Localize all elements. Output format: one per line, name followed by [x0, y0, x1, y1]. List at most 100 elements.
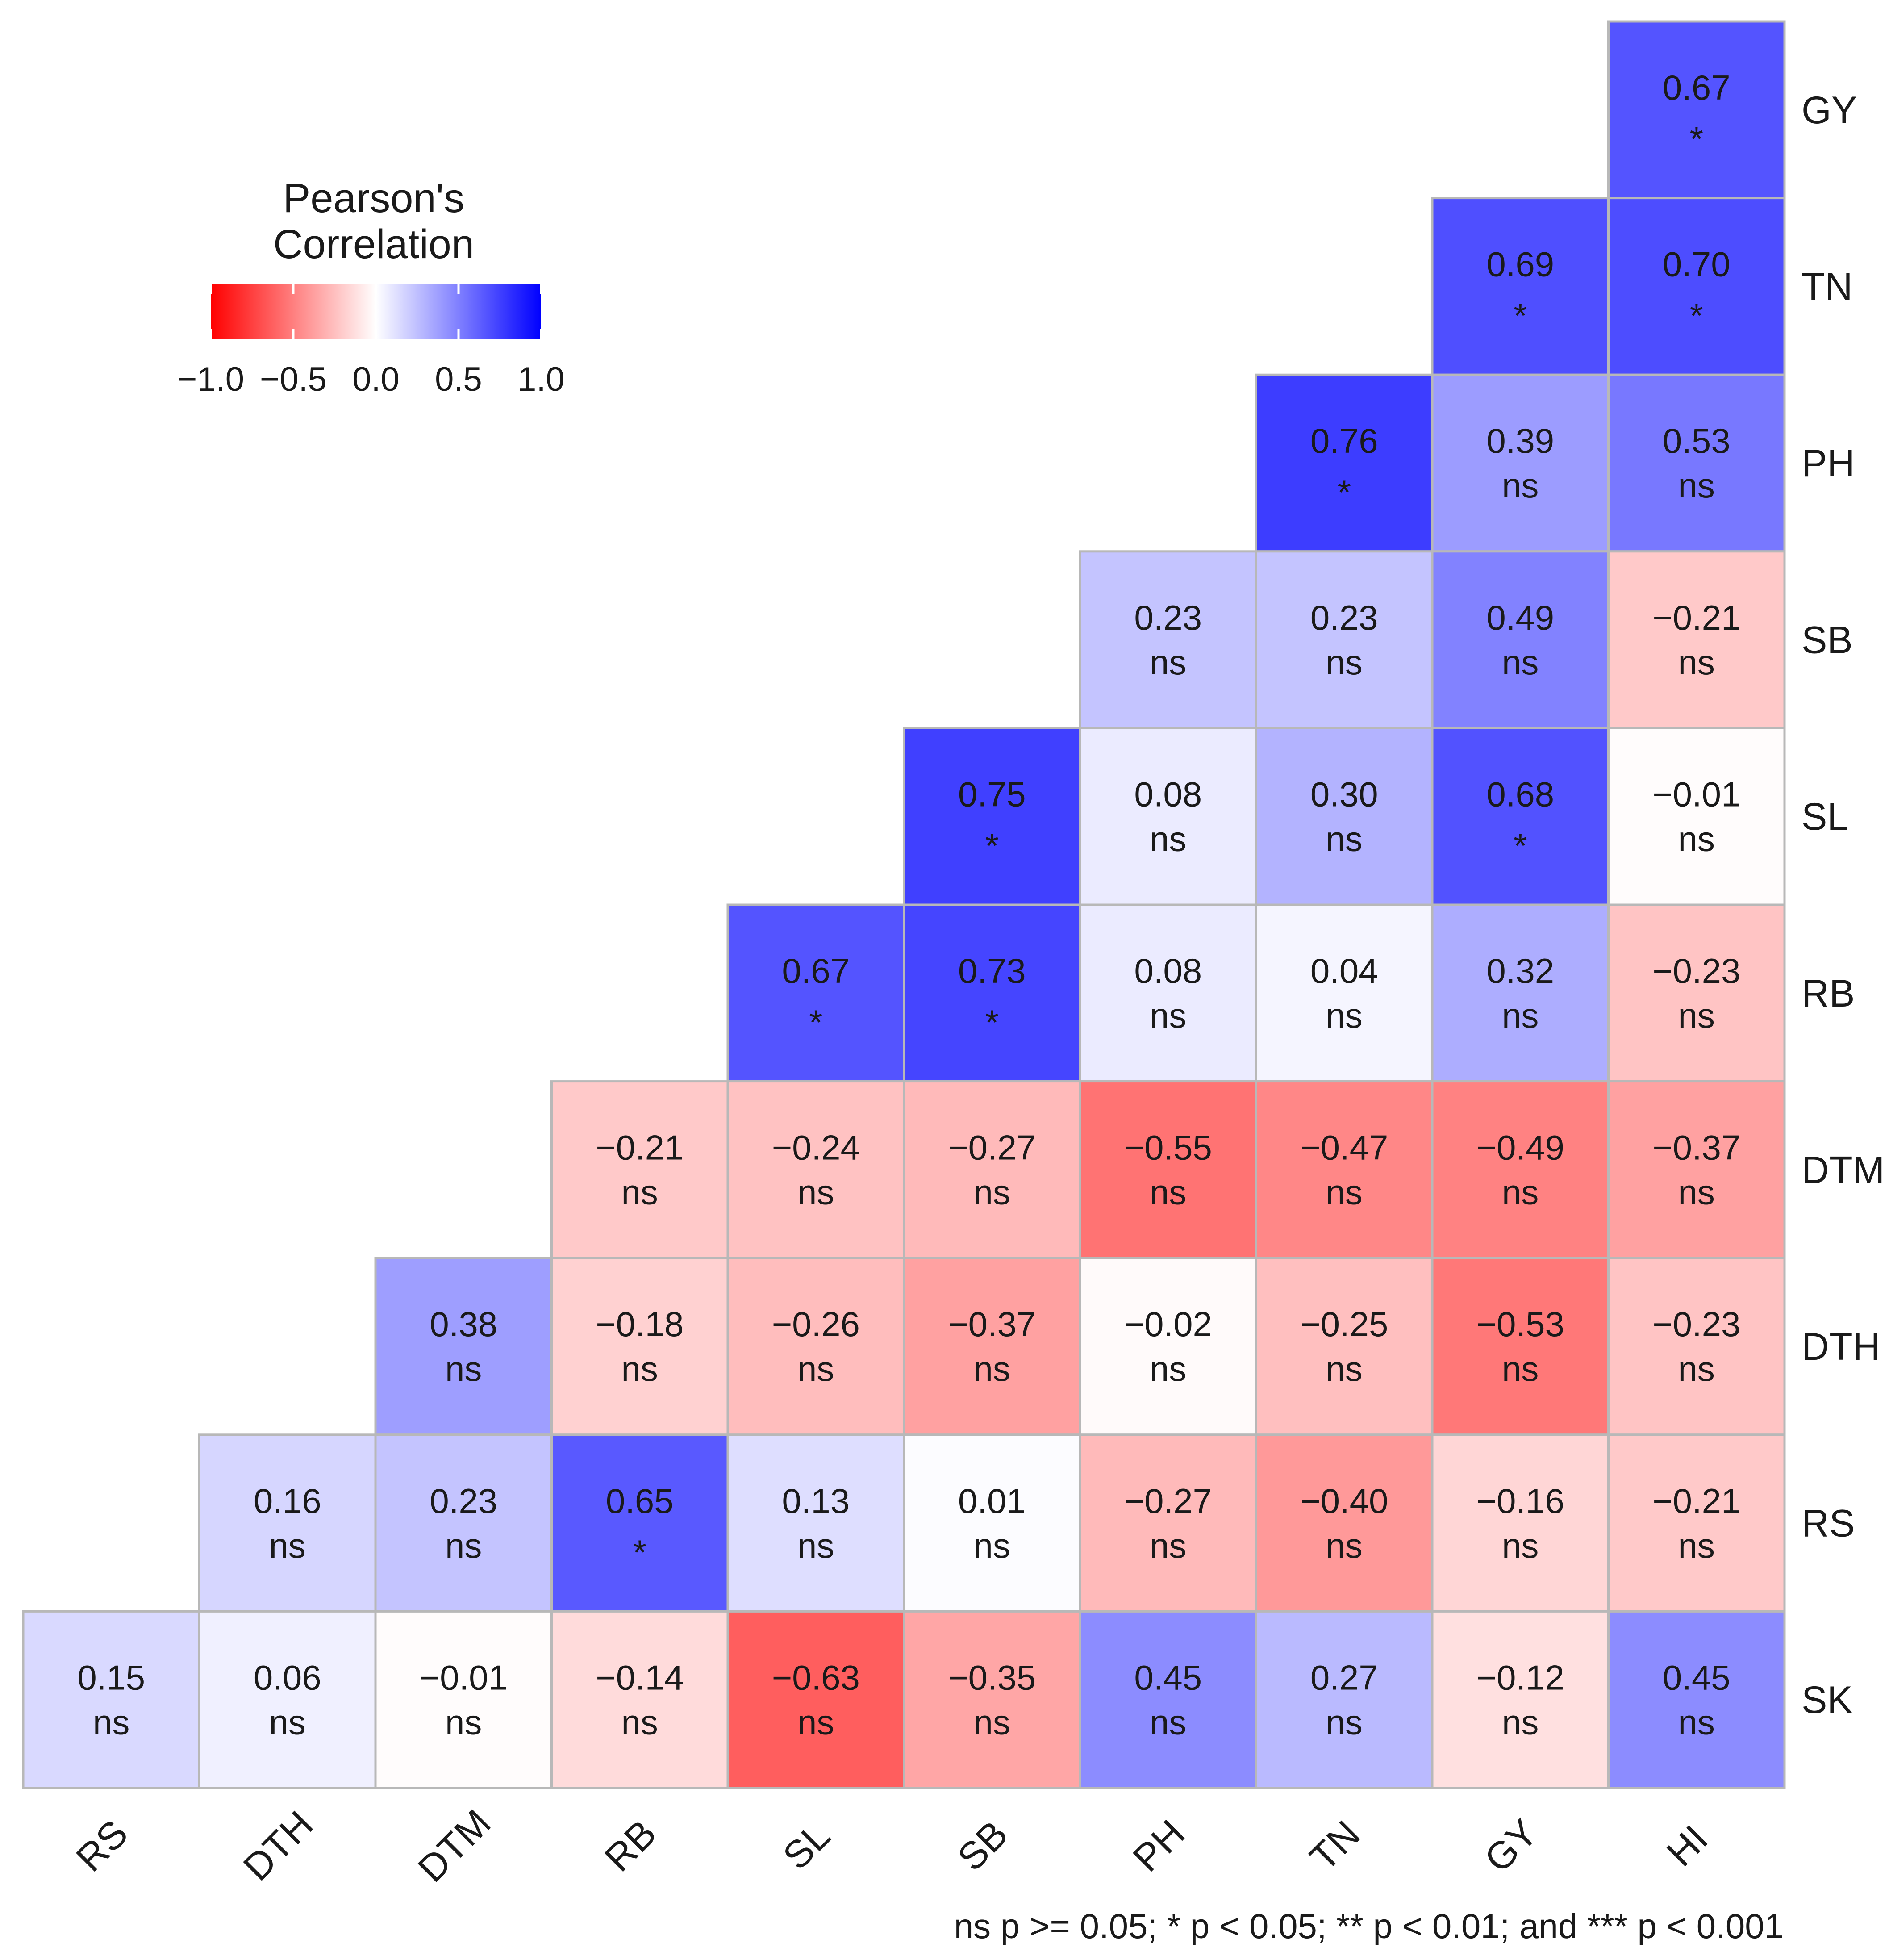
cell-value-label: −0.53 [1476, 1304, 1564, 1344]
heatmap-cell: −0.23 ns [1607, 903, 1786, 1083]
cell-value-label: 0.39 [1486, 421, 1554, 460]
cell-value-label: 0.75 [958, 774, 1026, 814]
heatmap-cell: 0.68 * [1431, 727, 1610, 906]
heatmap-cell: −0.26 ns [726, 1257, 905, 1436]
cell-value-label: −0.27 [948, 1128, 1036, 1167]
cell-fill [1255, 903, 1434, 1083]
cell-significance-label: ns [1150, 996, 1186, 1035]
heatmap-cell: 0.13 ns [726, 1433, 905, 1613]
cell-fill [1079, 550, 1257, 729]
heatmap-cell: 0.75 * [903, 727, 1081, 906]
cell-significance-label: ns [974, 1349, 1010, 1388]
row-label: SL [1801, 795, 1848, 838]
cell-fill [374, 1433, 553, 1613]
cell-fill [1607, 1610, 1786, 1789]
cell-fill [1607, 1257, 1786, 1436]
heatmap-cell: −0.53 ns [1431, 1257, 1610, 1436]
cell-significance-label: ns [1326, 643, 1363, 682]
cell-fill [1255, 1610, 1434, 1789]
cell-fill [903, 1610, 1081, 1789]
cell-value-label: 0.32 [1486, 951, 1554, 990]
heatmap-cell: 0.45 ns [1079, 1610, 1257, 1789]
cell-value-label: 0.13 [782, 1481, 850, 1521]
cell-significance-label: ns [269, 1526, 306, 1565]
heatmap-cell: −0.14 ns [550, 1610, 729, 1789]
column-label: TN [1302, 1813, 1368, 1879]
legend-tick-label: 1.0 [517, 360, 565, 398]
cell-value-label: 0.23 [1310, 598, 1378, 637]
cell-value-label: 0.01 [958, 1481, 1026, 1521]
column-label: SB [950, 1813, 1016, 1879]
cell-significance-label: * [1514, 296, 1527, 335]
heatmap-cell: 0.69 * [1431, 197, 1610, 376]
cell-fill [198, 1610, 377, 1789]
cell-value-label: −0.12 [1476, 1658, 1564, 1697]
cell-fill [1607, 20, 1786, 200]
cell-value-label: 0.73 [958, 951, 1026, 990]
cell-significance-label: ns [1678, 1526, 1715, 1565]
cell-value-label: 0.30 [1310, 774, 1378, 814]
cell-value-label: 0.23 [1134, 598, 1202, 637]
cell-value-label: −0.18 [596, 1304, 684, 1344]
column-label: HI [1659, 1817, 1716, 1875]
cell-fill [1607, 550, 1786, 729]
cell-significance-label: ns [1678, 1702, 1715, 1742]
cell-fill [550, 1257, 729, 1436]
cell-fill [1079, 903, 1257, 1083]
heatmap-cell: 0.73 * [903, 903, 1081, 1083]
cell-significance-label: ns [1678, 643, 1715, 682]
heatmap-cell: −0.37 ns [903, 1257, 1081, 1436]
cell-fill [1607, 903, 1786, 1083]
cell-fill [1255, 1080, 1434, 1259]
heatmap-cell: −0.37 ns [1607, 1080, 1786, 1259]
cell-significance-label: ns [269, 1702, 306, 1742]
heatmap-cell: −0.18 ns [550, 1257, 729, 1436]
cell-significance-label: ns [974, 1526, 1010, 1565]
row-label: RB [1801, 972, 1855, 1015]
cell-fill [550, 1433, 729, 1613]
heatmap-cell: 0.30 ns [1255, 727, 1434, 906]
heatmap-cell: −0.23 ns [1607, 1257, 1786, 1436]
cell-value-label: −0.24 [772, 1128, 860, 1167]
cell-significance-label: ns [1326, 819, 1363, 858]
column-label: DTH [235, 1803, 321, 1889]
cell-fill [726, 903, 905, 1083]
cell-significance-label: ns [1678, 1173, 1715, 1212]
cell-value-label: 0.45 [1663, 1658, 1731, 1697]
cell-fill [1255, 550, 1434, 729]
heatmap-cell: 0.65 * [550, 1433, 729, 1613]
cell-significance-label: ns [621, 1349, 658, 1388]
cell-value-label: −0.23 [1652, 951, 1740, 990]
cell-value-label: 0.06 [254, 1658, 321, 1697]
cell-value-label: −0.40 [1300, 1481, 1388, 1521]
cell-fill [726, 1433, 905, 1613]
cell-significance-label: ns [1150, 1349, 1186, 1388]
cell-significance-label: ns [1326, 1349, 1363, 1388]
cell-fill [550, 1080, 729, 1259]
row-label: DTM [1801, 1149, 1885, 1191]
cell-value-label: 0.70 [1663, 245, 1731, 284]
cell-value-label: −0.55 [1124, 1128, 1212, 1167]
heatmap-cell: −0.01 ns [374, 1610, 553, 1789]
cell-value-label: −0.21 [1652, 598, 1740, 637]
legend-ticks: −1.0 −0.5 0.0 0.5 1.0 [177, 284, 565, 398]
cell-significance-label: * [1514, 826, 1527, 865]
heatmap-cell: −0.63 ns [726, 1610, 905, 1789]
cell-value-label: −0.23 [1652, 1304, 1740, 1344]
cell-fill [903, 727, 1081, 906]
cell-significance-label: ns [1678, 1349, 1715, 1388]
heatmap-cell: −0.49 ns [1431, 1080, 1610, 1259]
cell-fill [726, 1080, 905, 1259]
cell-fill [1079, 727, 1257, 906]
cell-significance-label: ns [445, 1526, 482, 1565]
heatmap-cell: −0.27 ns [903, 1080, 1081, 1259]
heatmap-cell: −0.12 ns [1431, 1610, 1610, 1789]
cell-fill [374, 1257, 553, 1436]
cell-fill [1255, 727, 1434, 906]
heatmap-cell: 0.23 ns [374, 1433, 553, 1613]
cell-fill [1255, 1433, 1434, 1613]
cell-significance-label: ns [621, 1702, 658, 1742]
cell-significance-label: ns [797, 1349, 834, 1388]
heatmap-cell: 0.08 ns [1079, 903, 1257, 1083]
